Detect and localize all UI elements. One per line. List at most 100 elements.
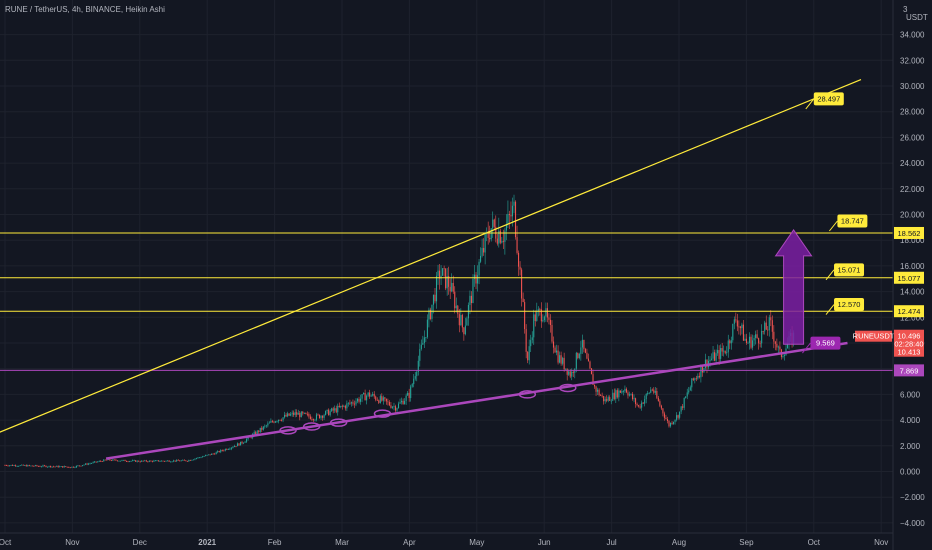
candle-body [156,460,158,462]
candle-body [122,459,125,461]
candle-body [247,436,249,440]
candle-body [607,397,609,401]
price-callout[interactable] [834,298,865,312]
candle-body [625,388,627,393]
candle-body [449,286,451,292]
candle-body [18,465,20,467]
candle-body [13,465,15,467]
candle-body [150,460,152,462]
candle-body [404,400,406,405]
candle-body [516,237,518,253]
candle-body [508,214,510,216]
candle-body [672,421,675,424]
y-tick-label: 0.000 [900,468,921,477]
candle-body [361,394,363,399]
price-callout[interactable] [813,92,844,106]
candle-body [312,419,314,421]
support-price-label: 7.869 [900,366,919,375]
candle-body [633,398,635,400]
candle-body [343,405,345,407]
price-callout-label: 18.747 [841,217,864,226]
trendline-ascending-yellow[interactable] [0,79,862,436]
candle-body [604,399,606,402]
resistance-price-label: 18.562 [898,229,921,238]
candle-body [600,395,602,396]
candle-body [356,398,359,402]
candle-body [296,412,298,415]
candle-body [454,291,456,309]
candle-body [331,408,333,412]
candle-body [288,413,290,416]
candle-body [753,337,755,341]
candle-body [592,374,594,385]
candle-body [205,455,207,457]
candle-body [279,419,281,421]
candle-body [439,270,441,279]
candle-body [688,390,690,393]
candle-body [129,461,131,462]
x-axis[interactable]: Oct Nov Dec 2021 Feb Mar Apr May Jun Jul Aug Sep Oct… [0,532,893,547]
candle-body [429,309,431,319]
candle-body [100,460,102,462]
candle-body [639,406,641,408]
candle-body [45,465,47,468]
candle-body [53,466,55,468]
candle-body [709,359,711,361]
candle-body [68,466,70,468]
price-callout[interactable] [834,263,865,277]
candle-body [66,466,68,468]
candle-body [10,464,12,466]
trendline-ascending-purple[interactable] [105,341,848,460]
candle-body [379,396,381,403]
candle-body [695,378,697,380]
candle-body [261,427,263,430]
y-tick-label: −4.000 [900,519,925,528]
candle-body [194,458,196,460]
candle-body [758,338,760,344]
symbol-tag [855,330,892,342]
candle-body [416,371,418,377]
candle-body [145,460,147,462]
candle-body [425,337,427,338]
candle-body [95,461,97,463]
candle-body [493,219,495,227]
candle-body [376,399,378,401]
y-tick-label: 24.000 [900,159,925,168]
candle-body [130,460,132,462]
candle-body [119,460,122,462]
x-tick-label: Mar [335,538,349,547]
candle-body [714,352,716,361]
candle-body [528,346,530,361]
y-tick-label: −2.000 [900,493,925,502]
candle-body [42,465,44,467]
candle-body [271,421,273,422]
x-tick-label: Feb [268,538,282,547]
candle-body [344,405,346,409]
target-arrow[interactable] [774,229,813,345]
candle-body [323,415,325,418]
candle-body [177,459,179,461]
candle-body [229,448,231,450]
candle-body [662,408,664,414]
candle-body [124,459,126,462]
candle-body [341,405,343,407]
candle-body [636,404,638,406]
candle-body [103,459,105,462]
touch-point-ellipse [518,390,537,399]
y-axis[interactable]: −4.000−2.0000.0002.0004.0006.0008.00010.… [892,0,925,550]
candle-body [255,432,257,435]
y-tick-label: 6.000 [900,390,921,399]
price-callout[interactable] [810,336,841,350]
price-callout[interactable] [837,214,868,228]
candle-body [372,393,374,396]
candle-body [63,466,65,468]
candle-body [510,215,512,217]
candle-body [656,391,658,398]
candle-body [350,402,352,404]
candle-body [208,454,210,456]
candle-body [332,408,334,411]
candle-body [394,406,397,411]
candle-body [306,413,308,415]
candle-body [710,358,713,360]
